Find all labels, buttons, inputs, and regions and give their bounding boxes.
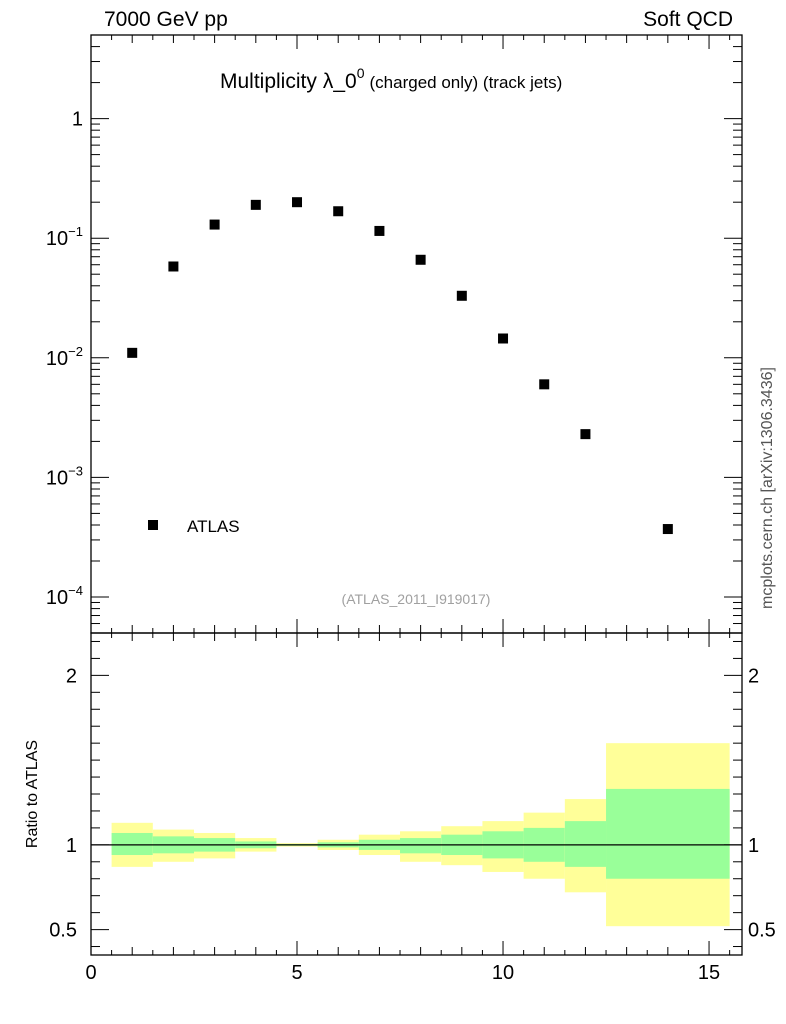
ratio-y-tick-label-right: 0.5 [748,920,776,942]
x-tick-label: 0 [85,962,96,984]
ratio-y-tick-label-left: 0.5 [49,920,77,942]
axis-tick-labels: 10−4 10−3 10−2 10−1 1 0.5 0.5 1 1 2 2 0 5 10 15 [46,109,776,984]
axis-ticks [90,34,742,955]
data-markers [127,197,673,535]
y-tick-label: 1 [72,109,83,131]
data-point-1 [127,347,138,358]
ratio-y-tick-label-right: 2 [748,665,759,687]
data-point-10 [498,333,509,344]
data-point-5 [292,197,303,208]
ratio-band-green-12 [564,821,607,867]
main-plot-frame [90,34,743,634]
legend-label: ATLAS [187,517,240,536]
header-right-label: Soft QCD [643,8,733,31]
header-left-label: 7000 GeV pp [104,8,228,31]
ratio-band-green-1 [111,832,153,856]
data-point-2 [168,261,179,272]
ratio-band-green-8 [400,838,442,854]
data-point-8 [415,254,426,265]
data-point-13 [662,524,673,535]
y-tick-label: 10−4 [46,583,83,609]
x-tick-label: 10 [492,962,514,984]
ratio-y-tick-label-left: 2 [66,665,77,687]
y-tick-label: 10−1 [46,224,83,250]
data-point-9 [456,290,467,301]
plot-title: Multiplicity λ_00 (charged only) (track je… [220,65,562,93]
y-tick-label: 10−3 [46,463,83,489]
x-tick-label: 15 [698,962,720,984]
ratio-ylabel: Ratio to ATLAS [24,740,41,848]
y-tick-label: 10−2 [46,344,83,370]
ratio-band-green-13 [606,788,730,879]
ratio-y-tick-label-left: 1 [66,835,77,857]
watermark: (ATLAS_2011_I919017) [342,591,491,607]
data-point-6 [333,206,344,217]
x-tick-label: 5 [291,962,302,984]
ratio-y-tick-label-right: 1 [748,835,759,857]
data-point-7 [374,225,385,236]
data-point-12 [580,429,591,440]
data-point-3 [209,219,220,230]
data-point-11 [539,379,550,390]
legend-marker [148,520,158,530]
data-point-4 [250,199,261,210]
ratio-bands [111,743,730,927]
